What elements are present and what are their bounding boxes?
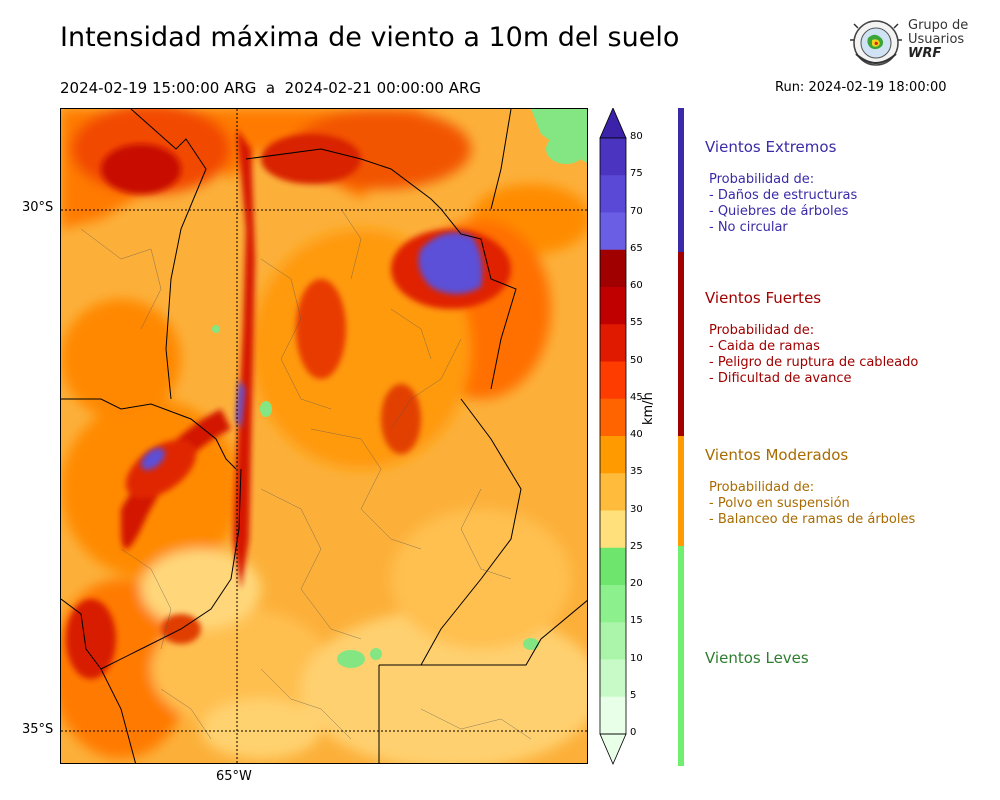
colorbar-tick-label: 60: [630, 280, 643, 291]
category-item: - Balanceo de ramas de árboles: [709, 512, 916, 527]
lat-label-30s: 30°S: [22, 200, 54, 215]
colorbar-segment: [600, 696, 626, 735]
category-item: - Polvo en suspensión: [709, 496, 850, 511]
colorbar-units: km/h: [641, 392, 656, 425]
logo-line2: Usuarios: [908, 32, 965, 47]
model-run: Run: 2024-02-19 18:00:00: [775, 80, 947, 95]
colorbar-svg: [599, 106, 627, 766]
category-heading: Probabilidad de:: [709, 323, 815, 338]
lon-label-65w: 65°W: [216, 769, 252, 784]
colorbar-segment: [600, 473, 626, 511]
globe-logo-icon: [850, 20, 902, 66]
colorbar-tick-label: 0: [630, 727, 637, 738]
colorbar-segment: [600, 249, 626, 288]
colorbar-top-extension: [599, 106, 627, 139]
colorbar-bottom-extension: [599, 733, 627, 766]
colorbar-tick-label: 50: [630, 354, 643, 366]
category-title-fuertes: Vientos Fuertes: [705, 289, 822, 307]
colorbar-segment: [600, 138, 626, 176]
category-title-moderados: Vientos Moderados: [705, 446, 849, 464]
colorbar-segment: [600, 361, 626, 400]
category-bar-moderados: [678, 436, 684, 546]
colorbar-segment: [600, 175, 626, 213]
colorbar-segment: [600, 212, 626, 251]
colorbar-segment: [600, 287, 626, 325]
colorbar-tick-label: 45: [630, 391, 643, 403]
colorbar-tick-label: 25: [630, 540, 643, 552]
category-item: - Daños de estructuras: [709, 188, 858, 203]
colorbar-segment: [600, 659, 626, 698]
category-heading: Probabilidad de:: [709, 172, 815, 187]
category-item: - Caida de ramas: [709, 339, 820, 354]
colorbar-segment: [600, 510, 626, 549]
colorbar-tick-label: 40: [630, 429, 643, 440]
logo-line3: WRF: [908, 46, 942, 61]
category-bar-fuertes: [678, 252, 684, 436]
colorbar-tick-label: 35: [630, 466, 643, 478]
colorbar-tick-label: 5: [630, 689, 637, 701]
colorbar-tick-label: 20: [630, 578, 643, 589]
logo-line1: Grupo de: [908, 18, 969, 33]
wind-map: [60, 108, 588, 764]
category-item: - Quiebres de árboles: [709, 204, 849, 219]
category-heading: Probabilidad de:: [709, 480, 815, 495]
category-bar-extremos: [678, 108, 684, 252]
colorbar-tick-label: 80: [630, 131, 643, 142]
colorbar-tick-label: 30: [630, 503, 643, 515]
colorbar-tick-label: 65: [630, 242, 643, 254]
category-item: - Peligro de ruptura de cableado: [709, 355, 919, 370]
colorbar-segment: [600, 622, 626, 660]
category-bar-leves: [678, 546, 684, 766]
wind-field-svg: [61, 109, 587, 763]
colorbar-segment: [600, 547, 626, 586]
colorbar-tick-label: 55: [630, 317, 643, 329]
colorbar-tick-label: 70: [630, 205, 643, 217]
category-item: - Dificultad de avance: [709, 371, 852, 386]
colorbar-segment: [600, 398, 626, 437]
category-desc-moderados: Probabilidad de: - Polvo en suspensión -…: [709, 480, 915, 528]
colorbar-tick-label: 10: [630, 652, 643, 664]
category-title-leves: Vientos Leves: [705, 649, 809, 667]
category-item: - No circular: [709, 220, 788, 235]
colorbar-tick-label: 15: [630, 615, 643, 627]
colorbar-segment: [600, 324, 626, 362]
lat-label-35s: 35°S: [22, 722, 54, 737]
colorbar-segment: [600, 585, 626, 623]
colorbar: [598, 106, 628, 766]
colorbar-outline: [599, 137, 627, 735]
colorbar-tick-label: 75: [630, 168, 643, 180]
forecast-period: 2024-02-19 15:00:00 ARG a 2024-02-21 00:…: [60, 79, 482, 97]
category-desc-extremos: Probabilidad de: - Daños de estructuras …: [709, 172, 857, 236]
grupo-usuarios-wrf-logo: Grupo de Usuarios WRF: [848, 16, 973, 72]
colorbar-segment: [600, 436, 626, 474]
map-title: Intensidad máxima de viento a 10m del su…: [60, 22, 680, 53]
category-title-extremos: Vientos Extremos: [705, 138, 837, 156]
category-desc-fuertes: Probabilidad de: - Caida de ramas - Peli…: [709, 323, 918, 387]
